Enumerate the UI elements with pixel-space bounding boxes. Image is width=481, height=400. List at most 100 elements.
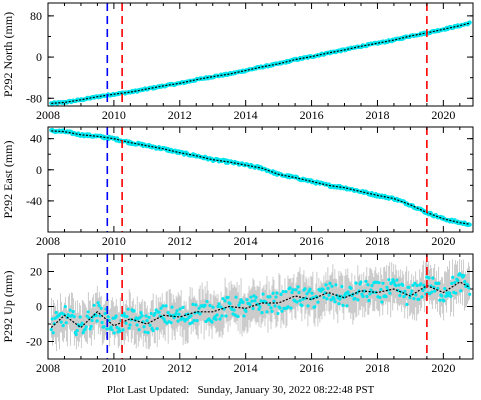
data-point (259, 299, 263, 303)
data-point (387, 278, 391, 282)
data-point (329, 298, 333, 302)
data-point (176, 319, 180, 323)
data-point (278, 306, 282, 310)
data-point (410, 289, 414, 293)
data-point (338, 297, 342, 301)
data-point (97, 304, 101, 308)
data-point (197, 306, 201, 310)
data-point (280, 309, 284, 313)
data-point (125, 314, 129, 319)
data-point (334, 283, 338, 287)
data-point (142, 325, 146, 329)
data-point (106, 315, 110, 319)
data-point (223, 299, 227, 303)
data-point (397, 283, 401, 287)
data-point (170, 305, 174, 309)
x-axis: 2008 2010 2012 2014 2016 2018 2020 (36, 127, 461, 248)
data-point (94, 313, 98, 318)
data-point (291, 288, 295, 292)
data-points (49, 127, 472, 228)
data-point (268, 295, 272, 299)
data-point (467, 286, 471, 290)
data-point (169, 321, 173, 325)
data-point (354, 281, 358, 285)
data-point (468, 292, 472, 296)
data-point (281, 289, 285, 294)
data-point (138, 316, 142, 320)
data-point (330, 284, 334, 288)
data-point (128, 323, 132, 327)
data-point (110, 328, 114, 332)
y-tick-label: -80 (26, 91, 42, 105)
data-point (137, 328, 141, 332)
data-point (237, 303, 241, 307)
y-axis-label: P292 East (mm) (1, 141, 15, 219)
data-point (454, 291, 458, 295)
footer-timestamp: Sunday, January 30, 2022 08:22:48 PST (197, 384, 375, 396)
data-point (234, 295, 238, 299)
data-point (322, 295, 326, 300)
plot-area (49, 127, 472, 228)
data-point (316, 300, 320, 304)
data-point (121, 328, 125, 332)
x-tick-label: 2020 (431, 234, 455, 248)
data-point (164, 304, 168, 308)
data-point (72, 314, 76, 319)
data-point (279, 292, 283, 296)
data-point (310, 291, 314, 295)
data-point (112, 331, 116, 335)
data-point (215, 313, 219, 317)
data-point (306, 304, 310, 308)
data-point (405, 302, 409, 307)
data-point (220, 314, 224, 318)
data-point (421, 288, 425, 293)
data-point (211, 305, 215, 309)
data-point (216, 304, 220, 309)
y-axis-label: P292 North (mm) (1, 12, 15, 97)
data-point (367, 299, 371, 303)
data-point (178, 307, 182, 311)
data-point (64, 321, 68, 325)
panel-3: 2008 2010 2012 2014 2016 2018 2020 -20 0 20 P292 U… (1, 253, 474, 375)
data-point (450, 281, 454, 286)
data-point (192, 318, 196, 323)
data-point (114, 314, 118, 318)
data-point (153, 311, 157, 315)
data-point (254, 295, 258, 299)
data-point (148, 323, 152, 327)
data-point (380, 300, 384, 304)
data-point (440, 294, 444, 298)
data-point (258, 305, 262, 309)
data-point (207, 317, 211, 321)
data-point (296, 285, 300, 289)
y-tick-label: 0 (36, 163, 42, 177)
data-point (420, 295, 424, 299)
x-tick-label: 2010 (102, 234, 126, 248)
data-point (381, 281, 385, 285)
data-point (274, 295, 278, 299)
data-point (401, 283, 405, 287)
data-point (88, 327, 92, 331)
footer-label: Plot Last Updated: (106, 384, 190, 396)
data-point (321, 287, 325, 291)
data-point (384, 295, 388, 299)
data-point (61, 324, 65, 328)
data-point (144, 314, 148, 318)
data-point (132, 309, 136, 313)
data-point (139, 311, 143, 315)
data-point (103, 312, 107, 316)
data-point (166, 311, 170, 315)
y-tick-label: -20 (26, 335, 42, 349)
panel-1: 2008 2010 2012 2014 2016 2018 2020 -80 0 80 P292 N… (1, 2, 474, 122)
data-point (195, 319, 199, 323)
data-point (117, 327, 121, 331)
data-point (232, 308, 236, 312)
data-point (303, 287, 307, 291)
data-point (175, 309, 179, 313)
data-point (78, 315, 82, 319)
y-axis-label: P292 Up (mm) (1, 270, 15, 342)
data-point (345, 304, 349, 308)
data-point (203, 303, 207, 307)
data-point (275, 291, 279, 295)
data-point (236, 314, 240, 319)
